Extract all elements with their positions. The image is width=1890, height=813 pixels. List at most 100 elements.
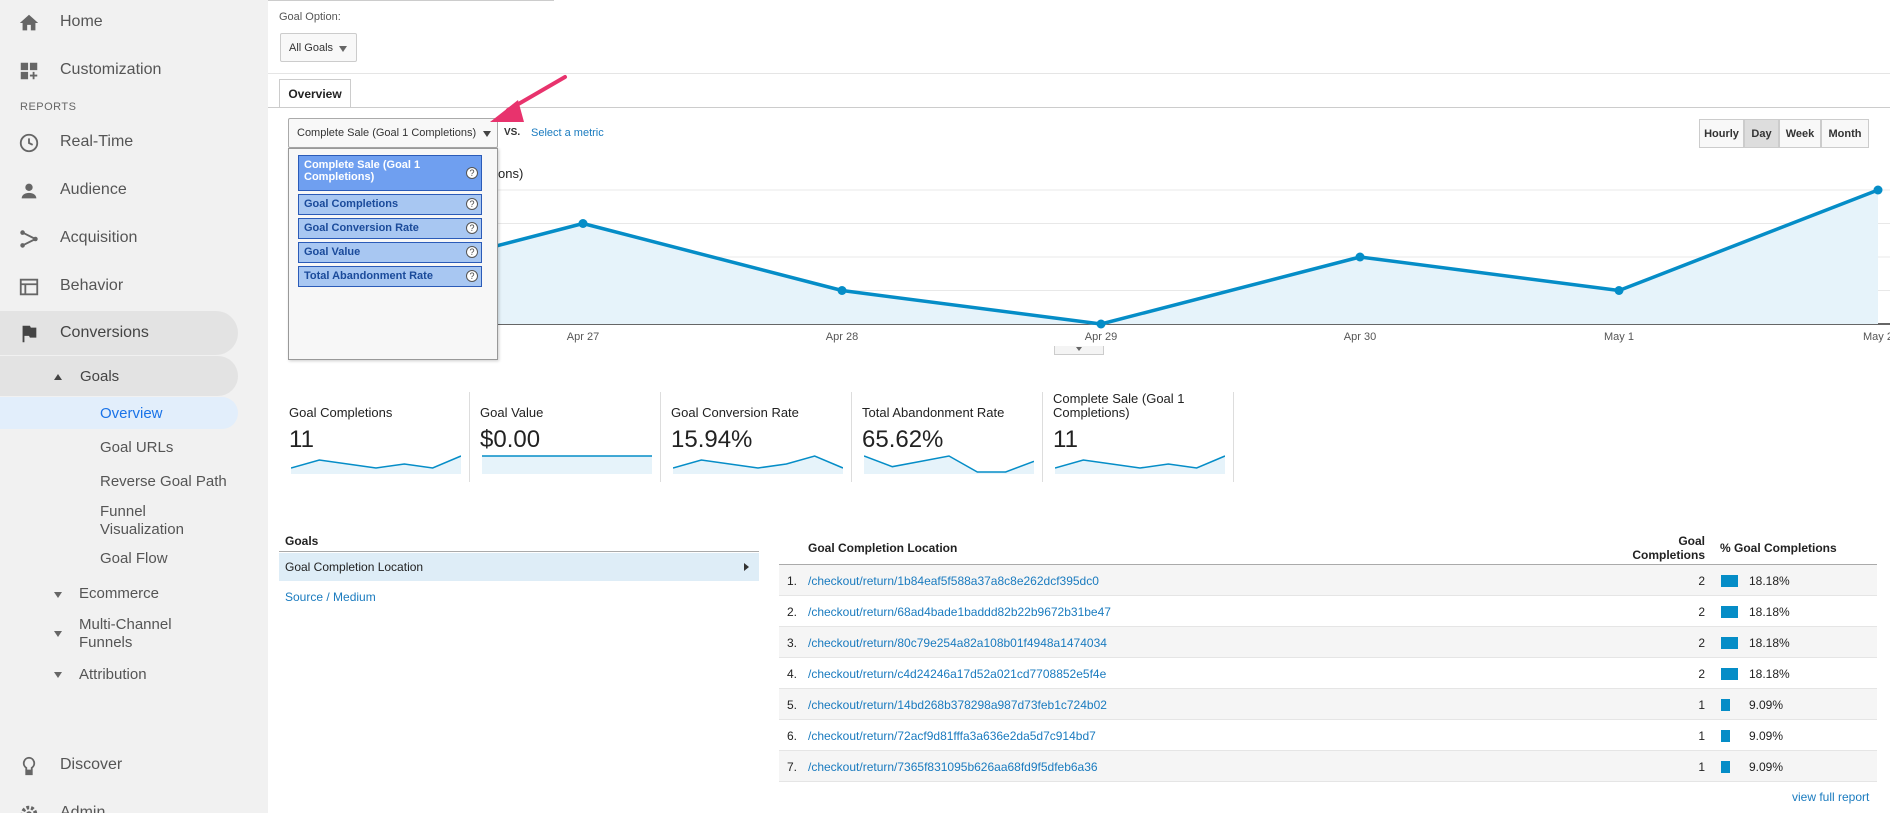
row-pct: 18.18% xyxy=(1749,574,1790,588)
metric-option-goal-completions[interactable]: Goal Completions ? xyxy=(298,194,482,215)
row-path-link[interactable]: /checkout/return/1b84eaf5f588a37a8c8e262… xyxy=(808,574,1099,588)
nav-multi-channel-funnels[interactable]: Multi-Channel Funnels xyxy=(79,616,172,652)
metric-option-label: Complete Sale (Goal 1 Completions) xyxy=(304,159,421,183)
scorecard-label: Goal Conversion Rate xyxy=(671,405,799,420)
mcf-line2: Funnels xyxy=(79,634,133,651)
nav-customization[interactable]: Customization xyxy=(0,48,268,92)
row-count: 1 xyxy=(1698,760,1705,774)
gear-icon xyxy=(20,805,38,813)
goals-item-completion-location[interactable]: Goal Completion Location xyxy=(279,553,759,581)
table-row: 5. /checkout/return/14bd268b378298a987d73… xyxy=(779,689,1877,720)
top-divider xyxy=(268,0,554,1)
scorecard-divider xyxy=(851,392,852,482)
scorecard-label: Complete Sale (Goal 1 Completions) xyxy=(1053,391,1185,420)
scorecard-total-abandonment-rate[interactable]: Total Abandonment Rate 65.62% xyxy=(862,392,1050,482)
flag-icon xyxy=(22,325,37,343)
granularity-month[interactable]: Month xyxy=(1821,119,1869,148)
table-row: 1. /checkout/return/1b84eaf5f588a37a8c8e2… xyxy=(779,565,1877,596)
caret-down-icon xyxy=(54,592,62,598)
col-header-completions[interactable]: Goal Completions xyxy=(1600,534,1705,562)
row-path-link[interactable]: /checkout/return/14bd268b378298a987d73fe… xyxy=(808,698,1107,712)
conversions-highlight xyxy=(0,311,238,355)
scorecard-value: 65.62% xyxy=(862,426,944,453)
scorecard-complete-sale[interactable]: Complete Sale (Goal 1 Completions) 11 xyxy=(1053,392,1241,482)
row-path-link[interactable]: /checkout/return/68ad4bade1baddd82b22b96… xyxy=(808,605,1111,619)
scorecard-divider xyxy=(1042,392,1043,482)
sidebar: Home Customization REPORTS Real-Time Aud… xyxy=(0,0,268,813)
nav-ecommerce[interactable]: Ecommerce xyxy=(79,585,160,602)
chart-resize-handle[interactable] xyxy=(1054,346,1104,355)
granularity-week[interactable]: Week xyxy=(1779,119,1821,148)
row-pct: 9.09% xyxy=(1749,760,1784,774)
granularity-day[interactable]: Day xyxy=(1744,119,1779,148)
row-count: 1 xyxy=(1698,729,1705,743)
chevron-down-icon xyxy=(339,46,347,52)
granularity-hourly[interactable]: Hourly xyxy=(1699,119,1744,148)
goals-item-source-medium[interactable]: Source / Medium xyxy=(285,590,376,604)
goals-divider xyxy=(279,551,759,552)
nav-attribution[interactable]: Attribution xyxy=(79,666,147,683)
row-path-link[interactable]: /checkout/return/c4d24246a17d52a021cd770… xyxy=(808,667,1107,681)
nav-reverse-goal-path[interactable]: Reverse Goal Path xyxy=(100,473,227,490)
nav-goals-overview[interactable]: Overview xyxy=(100,405,163,422)
row-count: 2 xyxy=(1698,605,1705,619)
row-pct-bar xyxy=(1721,730,1730,742)
sparkline-area xyxy=(482,456,652,474)
nav-behavior-label: Behavior xyxy=(60,277,124,294)
scorecard-goal-completions[interactable]: Goal Completions 11 xyxy=(289,392,477,482)
row-pct: 9.09% xyxy=(1749,729,1784,743)
home-icon xyxy=(19,14,39,31)
sparkline-line xyxy=(1055,455,1225,469)
metric-selector[interactable]: Complete Sale (Goal 1 Completions) xyxy=(288,118,498,148)
metric-option-total-abandonment-rate[interactable]: Total Abandonment Rate ? xyxy=(298,266,482,287)
tab-overview[interactable]: Overview xyxy=(279,79,351,108)
nav-funnel-visualization[interactable]: Funnel Visualization xyxy=(100,503,184,539)
nav-goals[interactable]: Goals xyxy=(80,368,120,385)
col-header-pct[interactable]: % Goal Completions xyxy=(1720,541,1837,555)
help-icon: ? xyxy=(466,270,478,282)
scorecard-value: 15.94% xyxy=(671,426,753,453)
sparkline-area xyxy=(291,456,461,474)
nav-realtime[interactable]: Real-Time xyxy=(0,120,268,164)
table-header-divider xyxy=(779,564,1877,565)
goal-option-select[interactable]: All Goals xyxy=(280,33,357,62)
nav-discover[interactable]: Discover xyxy=(0,743,268,787)
mcf-line1: Multi-Channel xyxy=(79,616,172,633)
nav-admin[interactable]: Admin xyxy=(0,791,268,813)
row-pct-bar xyxy=(1721,637,1738,649)
scorecard-goal-conversion-rate[interactable]: Goal Conversion Rate 15.94% xyxy=(671,392,859,482)
help-icon: ? xyxy=(466,246,478,258)
table-row: 6. /checkout/return/72acf9d81fffa3a636e2d… xyxy=(779,720,1877,751)
scorecard-goal-value[interactable]: Goal Value $0.00 xyxy=(480,392,668,482)
nav-goal-urls[interactable]: Goal URLs xyxy=(100,439,174,456)
sparkline-area xyxy=(1055,456,1225,474)
metric-option-label: Total Abandonment Rate xyxy=(304,270,433,282)
col-header-completions-l2: Completions xyxy=(1632,548,1705,562)
row-path-link[interactable]: /checkout/return/72acf9d81fffa3a636e2da5… xyxy=(808,729,1096,743)
nav-acquisition[interactable]: Acquisition xyxy=(0,216,268,260)
col-header-location[interactable]: Goal Completion Location xyxy=(808,541,958,555)
metric-option-complete-sale[interactable]: Complete Sale (Goal 1 Completions) ? xyxy=(298,155,482,191)
metric-option-goal-conversion-rate[interactable]: Goal Conversion Rate ? xyxy=(298,218,482,239)
nav-home[interactable]: Home xyxy=(0,0,268,44)
data-point xyxy=(1355,252,1365,262)
row-path-link[interactable]: /checkout/return/80c79e254a82a108b01f494… xyxy=(808,636,1107,650)
nav-goal-flow[interactable]: Goal Flow xyxy=(100,550,168,567)
sparkline xyxy=(482,455,652,474)
nav-audience[interactable]: Audience xyxy=(0,168,268,212)
chevron-down-icon xyxy=(483,131,491,137)
x-tick-label: May 1 xyxy=(1604,331,1634,343)
nav-behavior[interactable]: Behavior xyxy=(0,264,268,308)
row-index: 3. xyxy=(787,636,798,650)
select-metric-link[interactable]: Select a metric xyxy=(531,127,604,139)
row-path-link[interactable]: /checkout/return/7365f831095b626aa68fd9f… xyxy=(808,760,1098,774)
goals-heading: Goals xyxy=(285,534,319,548)
metric-option-goal-value[interactable]: Goal Value ? xyxy=(298,242,482,263)
nav-conversions-label: Conversions xyxy=(60,324,149,341)
help-icon: ? xyxy=(466,198,478,210)
table-row: 3. /checkout/return/80c79e254a82a108b01f4… xyxy=(779,627,1877,658)
nav-conversions[interactable]: Conversions xyxy=(0,311,238,355)
view-full-report-link[interactable]: view full report xyxy=(1792,790,1870,804)
metric-selected: Complete Sale (Goal 1 Completions) xyxy=(297,127,477,139)
row-index: 4. xyxy=(787,667,798,681)
